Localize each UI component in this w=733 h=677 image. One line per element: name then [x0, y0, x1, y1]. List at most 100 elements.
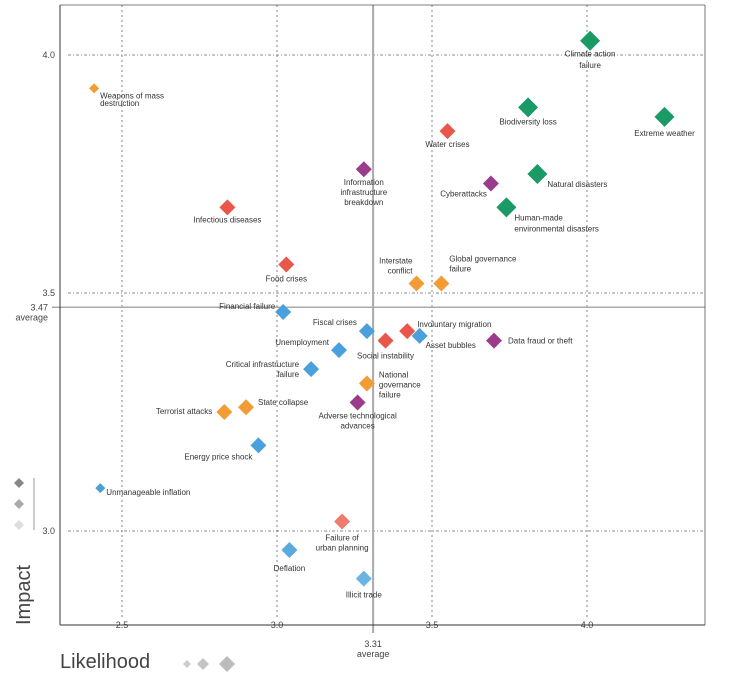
axes: 2.5 3.0 3.5 4.03.03.54.0	[42, 4, 706, 631]
data-point: Weapons of mass destruction	[89, 83, 164, 108]
point-label-line: Unmanageable inflation	[106, 488, 190, 497]
y-tick-label: 3.5	[42, 288, 55, 298]
point-label: Illicit trade	[346, 591, 383, 600]
point-label: Extreme weather	[634, 129, 695, 138]
point-label-line: National	[379, 370, 409, 379]
point-label-line: governance	[379, 380, 421, 389]
point-label-line: infrastructure	[340, 188, 387, 197]
point-label: Water crises	[425, 140, 469, 149]
data-point: Interstate conflict	[379, 256, 425, 292]
data-point: Global governance failure	[433, 254, 517, 292]
data-point: Illicit trade	[346, 570, 383, 600]
point-marker	[496, 197, 517, 218]
point-marker	[355, 161, 372, 178]
point-label-line: Global governance	[449, 254, 517, 263]
data-point: Failure of urban planning	[316, 513, 369, 552]
point-marker	[377, 332, 394, 349]
point-label: Financial failure	[219, 302, 276, 311]
point-label-line: Involuntary migration	[417, 320, 491, 329]
point-marker	[275, 304, 292, 321]
point-label-line: failure	[277, 370, 299, 379]
point-marker	[358, 375, 375, 392]
data-point: Asset bubbles	[411, 327, 476, 350]
point-label: Adverse technological advances	[318, 411, 396, 430]
point-marker	[399, 323, 416, 340]
point-marker	[408, 275, 425, 292]
point-marker	[518, 97, 539, 118]
point-label: Interstate conflict	[379, 256, 413, 275]
point-label: Unemployment	[275, 338, 330, 347]
y-axis-label: Impact	[13, 565, 35, 625]
point-marker	[486, 332, 502, 349]
point-marker	[433, 275, 450, 292]
point-label: National governance failure	[379, 370, 421, 399]
data-point: Unmanageable inflation	[95, 483, 190, 497]
x-average-value: 3.31	[364, 639, 382, 649]
point-label-line: breakdown	[344, 198, 383, 207]
point-marker	[281, 542, 298, 559]
point-label: Energy price shock	[184, 452, 253, 461]
point-label: Unmanageable inflation	[106, 488, 190, 497]
point-marker	[482, 175, 499, 192]
point-marker	[216, 404, 233, 420]
point-label: Natural disasters	[547, 180, 607, 189]
point-marker	[527, 164, 548, 184]
data-point: Biodiversity loss	[499, 97, 557, 126]
point-marker	[580, 30, 601, 51]
point-marker	[89, 83, 100, 94]
point-label: Critical infrastructure failure	[226, 360, 300, 379]
point-marker	[411, 327, 428, 344]
point-label: Terrorist attacks	[156, 407, 212, 416]
point-label-line: Climate action	[565, 50, 616, 59]
data-point: Deflation	[274, 542, 306, 573]
point-label: Climate action failure	[565, 50, 616, 70]
likelihood-size-legend	[183, 656, 235, 672]
point-label: Infectious diseases	[193, 215, 261, 224]
x-average-caption: average	[357, 649, 390, 659]
point-label-line: destruction	[100, 99, 139, 108]
point-label-line: Infectious diseases	[193, 215, 261, 224]
point-label-line: Biodiversity loss	[499, 117, 556, 126]
point-label-line: advances	[340, 421, 374, 430]
point-marker	[355, 570, 372, 587]
point-label-line: Failure of	[325, 533, 359, 542]
point-label: Deflation	[274, 564, 306, 573]
point-label: Weapons of mass destruction	[100, 91, 164, 108]
data-point: Financial failure	[219, 302, 292, 321]
data-point: Involuntary migration	[399, 320, 491, 340]
y-tick-label: 4.0	[42, 50, 55, 60]
point-marker	[278, 256, 295, 273]
data-point: Information infrastructure breakdown	[340, 161, 388, 207]
point-label: Social instability	[357, 352, 414, 361]
point-label-line: Weapons of mass	[100, 91, 164, 100]
grid	[60, 5, 705, 625]
point-label-line: Information	[344, 178, 384, 187]
point-marker	[238, 399, 254, 416]
data-point: Infectious diseases	[193, 199, 261, 224]
point-marker	[95, 483, 106, 494]
point-label-line: failure	[379, 390, 401, 399]
point-marker	[439, 123, 456, 140]
point-label: Cyberattacks	[440, 190, 487, 199]
point-label-line: failure	[579, 61, 601, 70]
point-label: Information infrastructure breakdown	[340, 178, 387, 207]
point-label-line: Deflation	[274, 564, 306, 573]
data-point: Cyberattacks	[440, 175, 499, 199]
point-label-line: Cyberattacks	[440, 190, 487, 199]
data-point: Extreme weather	[634, 106, 695, 138]
impact-color-legend	[14, 478, 35, 530]
point-label-line: Natural disasters	[547, 180, 607, 189]
point-label-line: Fiscal crises	[313, 318, 357, 327]
point-label-line: Adverse technological	[318, 411, 396, 420]
point-marker	[219, 199, 236, 216]
point-label: State collapse	[258, 398, 309, 407]
point-marker	[358, 323, 375, 340]
point-marker	[334, 513, 351, 530]
point-label-line: Asset bubbles	[426, 341, 476, 350]
data-point: Fiscal crises	[313, 318, 375, 340]
point-label-line: Financial failure	[219, 302, 276, 311]
data-point: Unemployment	[275, 338, 347, 359]
data-point: State collapse	[238, 398, 309, 416]
